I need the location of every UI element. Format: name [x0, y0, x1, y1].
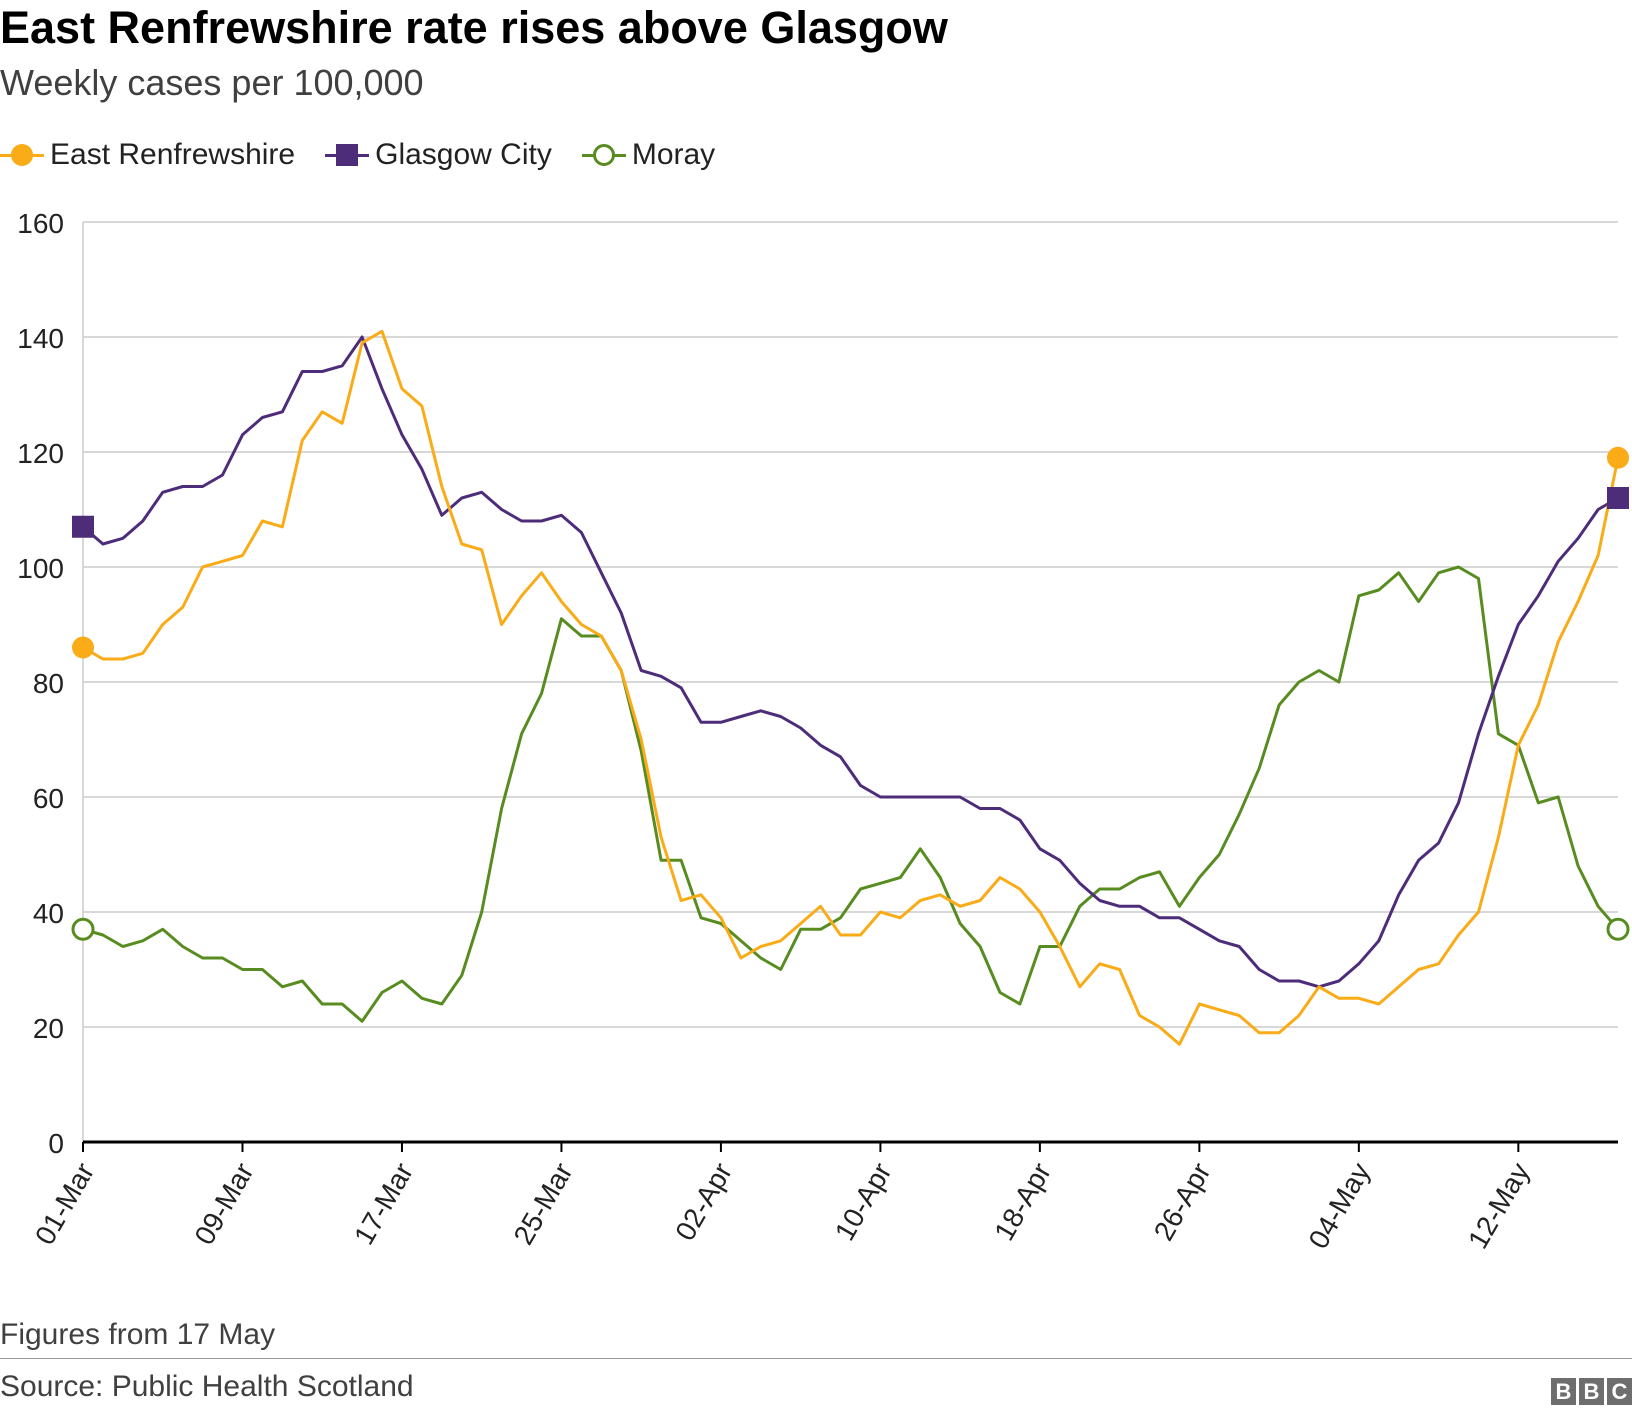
- footnote: Figures from 17 May: [0, 1318, 276, 1351]
- legend-circle-icon: [11, 144, 33, 166]
- y-tick-label: 80: [33, 668, 64, 699]
- legend-marker-glasgow-city: [325, 140, 370, 170]
- legend-square-icon: [336, 144, 359, 166]
- y-tick-label: 0: [48, 1128, 64, 1159]
- series-marker-east-renfrewshire-end: [1607, 446, 1629, 469]
- series-marker-moray-start: [71, 917, 95, 941]
- x-tick-label: 25-Mar: [507, 1158, 578, 1250]
- x-tick-label: 18-Apr: [988, 1158, 1057, 1246]
- bbc-logo: B B C: [1548, 1378, 1632, 1405]
- chart-legend: East Renfrewshire Glasgow City Moray: [0, 135, 745, 175]
- x-tick-label: 09-Mar: [188, 1158, 259, 1250]
- y-tick-label: 20: [33, 1013, 64, 1044]
- x-tick-label: 12-May: [1462, 1158, 1536, 1254]
- legend-hollow-circle-icon: [592, 144, 615, 166]
- legend-item-east-renfrewshire: East Renfrewshire: [0, 138, 295, 172]
- bbc-logo-letter-b1: B: [1551, 1378, 1576, 1405]
- x-tick-label: 26-Apr: [1148, 1158, 1217, 1246]
- series-marker-moray-end: [1606, 917, 1630, 941]
- y-tick-label: 100: [17, 553, 64, 584]
- source-text: Source: Public Health Scotland: [0, 1370, 414, 1403]
- series-marker-east-renfrewshire-start: [72, 636, 94, 659]
- x-tick-label: 10-Apr: [829, 1158, 898, 1246]
- line-chart: 0 20 40 60 80 100 120 140 160 01-Mar 09-Mar 17-Mar 2…: [17, 208, 1630, 1254]
- x-tick-label: 01-Mar: [29, 1158, 100, 1250]
- y-tick-label: 60: [33, 783, 64, 814]
- footer-divider: [0, 1358, 1632, 1359]
- legend-label-glasgow-city: Glasgow City: [375, 138, 552, 171]
- legend-marker-east-renfrewshire: [0, 140, 44, 170]
- chart-subtitle: Weekly cases per 100,000: [0, 62, 424, 103]
- x-tick-label: 04-May: [1303, 1158, 1377, 1254]
- y-tick-label: 120: [17, 438, 64, 469]
- legend-item-moray: Moray: [581, 138, 716, 172]
- bbc-logo-letter-b2: B: [1579, 1378, 1604, 1405]
- legend-item-glasgow-city: Glasgow City: [325, 138, 552, 172]
- series-marker-glasgow-city-end: [1607, 487, 1629, 509]
- chart-title: East Renfrewshire rate rises above Glasg…: [0, 2, 948, 53]
- legend-label-east-renfrewshire: East Renfrewshire: [50, 138, 296, 171]
- series-marker-glasgow-city-start: [72, 515, 94, 538]
- x-tick-label: 17-Mar: [348, 1158, 419, 1250]
- series-line-moray: [81, 565, 1620, 1023]
- legend-label-moray: Moray: [631, 138, 716, 171]
- y-tick-label: 160: [17, 208, 64, 239]
- x-tick-label: 02-Apr: [669, 1158, 738, 1246]
- legend-marker-moray: [581, 140, 626, 170]
- bbc-logo-letter-c: C: [1607, 1378, 1632, 1405]
- y-tick-label: 140: [17, 323, 64, 354]
- series-line-east-renfrewshire: [81, 329, 1620, 1046]
- y-tick-label: 40: [33, 898, 64, 929]
- series-line-glasgow-city: [81, 335, 1620, 989]
